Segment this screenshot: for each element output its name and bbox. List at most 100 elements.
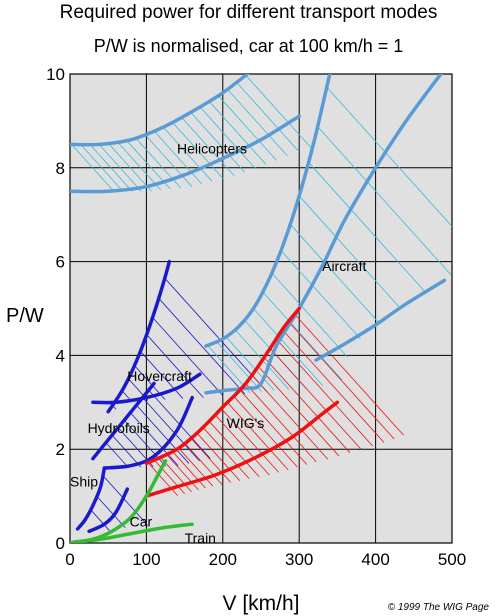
aircraft-hatch xyxy=(308,161,426,292)
train-label: Train xyxy=(185,530,216,546)
helicopters-hatch xyxy=(71,144,115,192)
wig-s-hatch xyxy=(153,459,185,495)
wig-s-hatch xyxy=(227,402,289,471)
helicopters-hatch xyxy=(89,144,133,192)
aircraft-hatch xyxy=(225,336,275,391)
ship-hatch xyxy=(102,475,148,526)
aircraft-hatch xyxy=(289,223,380,324)
x-tick-label: 200 xyxy=(209,550,237,569)
helicopters-lower-curve xyxy=(70,114,301,194)
ship-upper-curve xyxy=(75,466,107,531)
y-tick-label: 0 xyxy=(56,534,65,553)
wig-s-hatch xyxy=(282,329,385,443)
y-axis-label: P/W xyxy=(6,305,44,327)
ship-lower-curve xyxy=(87,487,130,534)
hydrofoils-hatch xyxy=(130,412,179,466)
axis-ticks: 0 100 200 300 400 500 0 2 4 6 8 10 xyxy=(46,65,466,569)
aircraft-hatch xyxy=(298,195,401,309)
helicopters-hatch xyxy=(98,144,142,192)
wig-s-hatch xyxy=(294,313,404,436)
x-tick-label: 100 xyxy=(132,550,160,569)
aircraft-lower-curve-2 xyxy=(314,278,447,362)
helicopters-hatch xyxy=(199,106,256,169)
wig-s-hatch xyxy=(245,383,317,463)
car-label: Car xyxy=(130,514,153,530)
wig-s-hatch xyxy=(172,451,206,489)
aircraft-label: Aircraft xyxy=(322,258,366,274)
wig-s-hatch xyxy=(233,395,298,468)
wig-s-hatch xyxy=(178,447,214,487)
wig-s-label: WIG's xyxy=(227,415,265,431)
x-tick-label: 400 xyxy=(361,550,389,569)
hatches xyxy=(71,74,452,531)
hydrofoils-lower-curve xyxy=(102,395,194,470)
aircraft-hatch xyxy=(280,250,361,339)
region-labels: Helicopters Aircraft Hovercraft Hydrofoils S… xyxy=(70,141,367,546)
wig-s-hatch xyxy=(147,462,178,496)
ship-label: Ship xyxy=(70,474,98,490)
wig-s-hatch xyxy=(184,442,223,485)
y-tick-label: 2 xyxy=(56,440,65,459)
curves xyxy=(70,74,447,543)
wig-s-hatch xyxy=(269,348,362,450)
copyright-credit: © 1999 The WIG Page xyxy=(387,602,489,613)
train-line xyxy=(70,522,194,543)
y-tick-label: 10 xyxy=(46,65,65,84)
ship-hatch xyxy=(96,495,126,529)
aircraft-upper-curve xyxy=(204,74,332,348)
aircraft-hatch xyxy=(262,291,343,381)
x-tick-label: 300 xyxy=(285,550,313,569)
helicopters-upper-curve xyxy=(70,74,251,147)
helicopters-hatch xyxy=(208,100,267,165)
helicopters-hatch xyxy=(181,116,235,177)
hovercraft-label: Hovercraft xyxy=(127,368,192,384)
y-tick-label: 6 xyxy=(56,253,65,272)
x-tick-label: 0 xyxy=(65,550,74,569)
hydrofoils-label: Hydrofoils xyxy=(88,420,150,436)
aircraft-hatch xyxy=(326,86,452,227)
wig-s-hatch xyxy=(275,338,373,447)
chart-subtitle: P/W is normalised, car at 100 km/h = 1 xyxy=(93,36,404,56)
helicopters-hatch xyxy=(217,95,277,161)
plot-area xyxy=(70,74,452,543)
helicopters-hatch xyxy=(236,81,300,152)
helicopters-hatch xyxy=(117,141,162,191)
x-axis-label: V [km/h] xyxy=(222,592,299,615)
helicopters-hatch xyxy=(144,134,193,188)
helicopters-hatch xyxy=(80,144,124,192)
helicopters-label: Helicopters xyxy=(177,141,247,157)
wig-s-hatch xyxy=(208,420,260,478)
wig-s-hatch xyxy=(263,357,351,453)
aircraft-hatch xyxy=(253,308,324,387)
wig-s-hatch xyxy=(190,437,232,483)
wig-s-upper-curve xyxy=(144,306,301,466)
hovercraft-hatch xyxy=(146,334,204,398)
ship-hatch xyxy=(90,509,110,531)
hovercraft-lower-curve xyxy=(91,372,202,405)
wig-s-hatch xyxy=(220,408,280,473)
wig-s-hatch xyxy=(214,414,270,476)
wig-s-hatch xyxy=(165,453,199,491)
wig-s-hatch xyxy=(239,389,308,465)
x-tick-label: 500 xyxy=(438,550,466,569)
hovercraft-hatch xyxy=(158,297,246,395)
hovercraft-hatch xyxy=(152,317,224,397)
aircraft-hatch xyxy=(317,126,452,275)
helicopters-hatch xyxy=(172,121,224,179)
hovercraft-hatch xyxy=(164,277,268,393)
chart-title: Required power for different transport m… xyxy=(59,2,438,23)
aircraft-hatch xyxy=(216,341,262,392)
y-tick-label: 8 xyxy=(56,159,65,178)
wig-s-hatch xyxy=(257,365,340,457)
wig-s-hatch xyxy=(202,427,250,480)
helicopters-hatch xyxy=(227,88,288,157)
helicopters-hatch xyxy=(107,142,152,192)
plot-frame xyxy=(69,73,453,544)
hydrofoils-upper-curve xyxy=(91,381,156,461)
hydrofoils-hatch xyxy=(142,397,200,462)
aircraft-hatch xyxy=(271,272,348,358)
helicopters-hatch xyxy=(162,126,213,182)
wig-s-lower-curve xyxy=(144,400,340,498)
wig-s-hatch xyxy=(251,374,329,460)
